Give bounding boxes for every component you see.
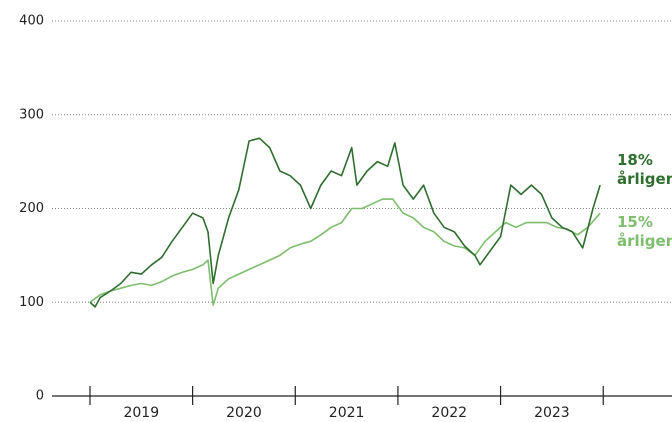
y-tick-label: 400 [19, 14, 44, 29]
series-line [89, 198, 601, 306]
y-tick-label: 100 [19, 295, 44, 310]
x-tick-label: 2019 [123, 405, 159, 421]
y-tick-label: 300 [19, 107, 44, 122]
x-tick-label: 2023 [534, 405, 570, 421]
x-tick-label: 2022 [431, 405, 467, 421]
series-label: 15% årligen [617, 213, 672, 250]
series-label: 18% årligen [617, 151, 672, 188]
series-line [89, 137, 601, 308]
y-tick-label: 0 [36, 389, 44, 404]
x-tick-label: 2020 [226, 405, 262, 421]
y-tick-label: 200 [19, 201, 44, 216]
x-tick-label: 2021 [329, 405, 365, 421]
